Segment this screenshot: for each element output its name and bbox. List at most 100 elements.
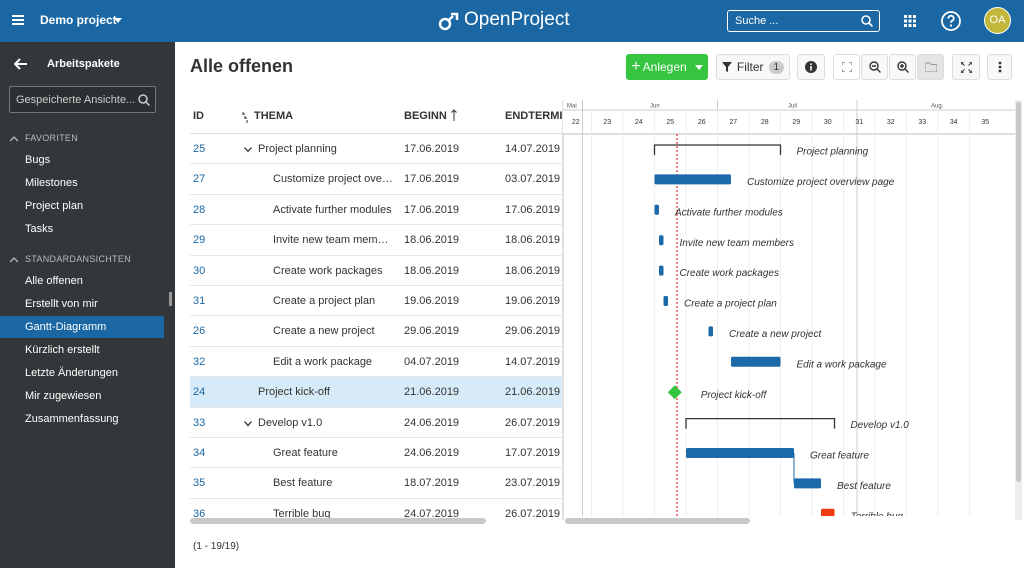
sidebar-item[interactable]: Milestones — [25, 177, 78, 189]
subject: Create work packages — [273, 264, 383, 277]
gantt-scrollbar[interactable] — [565, 518, 750, 524]
gantt-bar[interactable] — [659, 265, 664, 276]
more-button[interactable] — [987, 54, 1012, 80]
sidebar-item[interactable]: Alle offenen — [25, 275, 83, 287]
milestone — [667, 385, 682, 400]
gantt-label: Activate further modules — [674, 207, 783, 218]
table-row[interactable]: 29 Invite new team members 18.06.2019 18.06… — [190, 225, 562, 256]
end-date: 19.06.2019 — [505, 295, 561, 307]
column-header: THEMA — [254, 110, 294, 122]
info-button[interactable] — [797, 54, 825, 80]
table-row[interactable]: 25 Project planning 17.06.2019 14.07.2019 — [190, 134, 562, 165]
gantt-bar[interactable] — [708, 326, 714, 337]
week-label: 34 — [950, 119, 958, 126]
end-date: 18.06.2019 — [505, 234, 561, 247]
table-row[interactable]: 31 Create a project plan 19.06.2019 19.06.2… — [190, 286, 562, 317]
week-label: 24 — [635, 119, 643, 126]
fit-button[interactable] — [833, 54, 860, 80]
week-label: 22 — [572, 119, 580, 126]
table-row[interactable]: 32 Edit a work package 04.07.2019 14.07.201… — [190, 347, 562, 378]
summary-bracket — [653, 144, 782, 155]
gantt-label: Create work packages — [680, 268, 780, 279]
create-button[interactable]: + Anlegen — [626, 54, 708, 80]
month-label: Juli — [788, 104, 797, 110]
help-icon[interactable] — [941, 11, 961, 31]
table-row[interactable]: 35 Best feature 18.07.2019 23.07.2019 — [190, 468, 562, 499]
back-arrow[interactable] — [14, 58, 28, 70]
hierarchy-icon — [242, 112, 248, 123]
work-package-id: 26 — [193, 325, 206, 338]
week-label: 25 — [666, 119, 674, 126]
sidebar-item[interactable]: Zusammenfassung — [25, 413, 119, 425]
split-divider[interactable] — [562, 100, 564, 520]
sidebar-item[interactable]: Kürzlich erstellt — [25, 344, 100, 356]
gantt-label: Develop v1.0 — [851, 420, 910, 431]
table-scrollbar[interactable] — [190, 518, 486, 524]
sidebar-item[interactable]: Bugs — [25, 154, 51, 166]
sort-icon — [451, 109, 457, 121]
project-name[interactable]: Demo project — [40, 13, 117, 27]
gantt-toggle[interactable] — [917, 54, 944, 80]
table-row[interactable]: 30 Create work packages 18.06.2019 18.06.20… — [190, 256, 562, 286]
table-row[interactable]: 24 Project kick-off 21.06.2019 21.06.2019 — [190, 377, 562, 408]
menu-icon[interactable] — [12, 15, 24, 25]
gantt-label: Terrible bug — [851, 511, 904, 516]
gantt-bar[interactable] — [794, 478, 821, 489]
resize-handle[interactable] — [169, 292, 172, 306]
sidebar-item[interactable]: Project plan — [25, 200, 84, 212]
sidebar-item[interactable]: Tasks — [25, 223, 54, 235]
avatar[interactable]: OA — [984, 7, 1011, 34]
end-date: 21.06.2019 — [505, 386, 561, 399]
filter-button[interactable]: Filter 1 — [716, 54, 790, 80]
search-box[interactable]: Suche ... — [727, 10, 880, 32]
column-header: ENDTERMIN — [505, 110, 562, 122]
top-bar: Demo project OpenProject Suche ... OA — [0, 0, 1024, 42]
table-row[interactable]: 27 Customize project overview page 17.06.2… — [190, 164, 562, 195]
table-row[interactable]: 34 Great feature 24.06.2019 17.07.2019 — [190, 438, 562, 469]
week-label: 32 — [887, 119, 895, 126]
sidebar-item[interactable]: Letzte Änderungen — [25, 367, 118, 379]
gantt-label: Great feature — [810, 451, 869, 462]
section-title: FAVORITEN — [25, 133, 79, 143]
gantt-bar[interactable] — [663, 296, 669, 306]
gantt-bar[interactable] — [654, 174, 732, 185]
end-date: 17.06.2019 — [505, 203, 561, 216]
sidebar-title: Arbeitspakete — [47, 58, 120, 70]
logo-icon — [438, 12, 459, 31]
sidebar-item[interactable]: Erstellt von mir — [25, 298, 98, 310]
table-row[interactable]: 33 Develop v1.0 24.06.2019 26.07.2019 — [190, 408, 562, 438]
gantt-bar[interactable] — [686, 448, 794, 458]
zoom-out-button[interactable] — [861, 54, 888, 80]
subject: Terrible bug — [273, 507, 331, 520]
end-date: 18.06.2019 — [505, 264, 561, 277]
fullscreen-button[interactable] — [952, 54, 980, 80]
start-date: 18.06.2019 — [404, 234, 460, 247]
sidebar-item[interactable]: Mir zugewiesen — [25, 390, 102, 402]
search-icon — [138, 94, 150, 106]
table-row[interactable]: 26 Create a new project 29.06.2019 29.06.20… — [190, 316, 562, 347]
search-icon — [861, 15, 873, 27]
end-date: 14.07.2019 — [505, 143, 561, 155]
icon — [244, 147, 252, 153]
gantt-chart: Mai Jun Juli Aug. 22 23 24 25 26 27 28 29 30 31 32 33 34… — [563, 100, 1015, 516]
create-label: Anlegen — [642, 60, 687, 74]
week-label: 31 — [855, 119, 863, 126]
view-search[interactable]: Gespeicherte Ansichte... — [9, 86, 156, 113]
gantt-bar[interactable] — [654, 204, 660, 215]
gantt-bar[interactable] — [731, 356, 781, 367]
end-date: 03.07.2019 — [505, 173, 561, 186]
work-package-id: 25 — [193, 143, 206, 155]
table-row[interactable]: 28 Activate further modules 17.06.2019 17.0… — [190, 195, 562, 226]
table-row[interactable]: 36 Terrible bug 24.07.2019 26.07.2019 — [190, 499, 562, 520]
end-date: 14.07.2019 — [505, 355, 561, 368]
sidebar-item[interactable]: Gantt-Diagramm — [0, 316, 164, 338]
vertical-scrollbar[interactable] — [1015, 100, 1022, 520]
zoom-in-button[interactable] — [889, 54, 916, 80]
gantt-bar[interactable] — [821, 508, 835, 516]
logo-text[interactable]: OpenProject — [464, 9, 570, 30]
gantt-bar[interactable] — [659, 235, 664, 246]
subject: Develop v1.0 — [258, 416, 323, 429]
modules-icon[interactable] — [904, 15, 916, 27]
caret — [10, 257, 18, 263]
